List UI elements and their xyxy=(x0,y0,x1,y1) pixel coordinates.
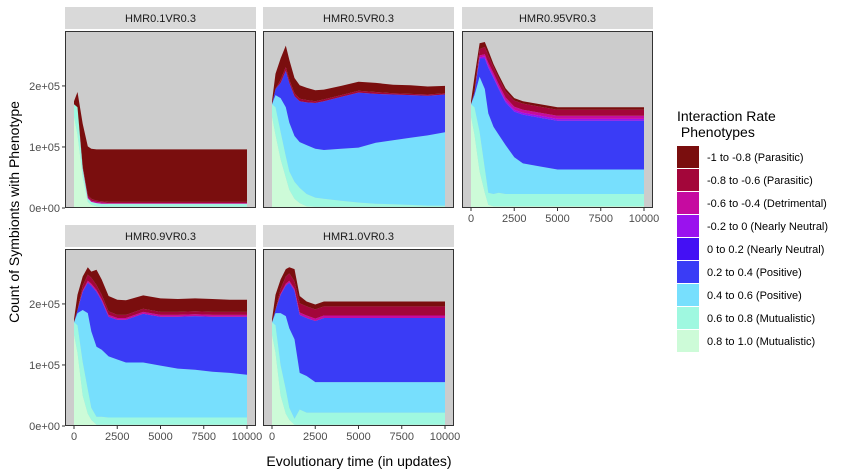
area-series xyxy=(272,273,445,323)
x-tick-label: 10000 xyxy=(430,431,461,443)
facet-title: HMR1.0VR0.3 xyxy=(323,231,394,243)
x-tick-label: 0 xyxy=(468,213,474,225)
x-tick-label: 7500 xyxy=(390,431,414,443)
x-tick-label: 0 xyxy=(269,431,275,443)
area-series xyxy=(74,280,247,323)
facet-panel: HMR1.0VR0.3 0 2500 5000 7500 10000 xyxy=(263,225,460,443)
legend-key xyxy=(677,307,699,329)
facet-strip xyxy=(263,7,454,29)
facet-panel: HMR0.9VR0.3 0 2500 5000 7500 10000 0e+00 1e+05 2… xyxy=(29,225,262,443)
area-series xyxy=(272,282,445,383)
area-series xyxy=(272,313,445,419)
y-tick-label: 1e+05 xyxy=(29,360,60,372)
facet-panel: HMR0.5VR0.3 xyxy=(263,7,454,208)
legend-item: -1 to -0.8 (Parasitic) xyxy=(677,146,804,168)
legend-label: 0.6 to 0.8 (Mutualistic) xyxy=(707,313,815,325)
y-tick-label: 0e+00 xyxy=(29,421,60,433)
legend-item: -0.8 to -0.6 (Parasitic) xyxy=(677,169,813,191)
x-tick-label: 2500 xyxy=(303,431,327,443)
area-series xyxy=(471,58,644,170)
x-tick-label: 5000 xyxy=(148,431,172,443)
facet-title: HMR0.1VR0.3 xyxy=(125,13,196,25)
y-tick-label: 2e+05 xyxy=(29,299,60,311)
y-tick-label: 0e+00 xyxy=(29,203,60,215)
area-series xyxy=(74,310,247,418)
area-series xyxy=(471,76,644,194)
legend-label: -0.6 to -0.4 (Detrimental) xyxy=(707,198,827,210)
x-axis-title: Evolutionary time (in updates) xyxy=(266,453,451,469)
area-series xyxy=(272,70,445,150)
area-series xyxy=(272,267,445,323)
area-series xyxy=(74,282,247,375)
legend-item: 0.8 to 1.0 (Mutualistic) xyxy=(677,330,815,352)
legend-label: 0.2 to 0.4 (Positive) xyxy=(707,267,802,279)
legend: Interaction Rate Phenotypes -1 to -0.8 (… xyxy=(677,108,828,352)
legend-item: 0 to 0.2 (Nearly Neutral) xyxy=(677,238,824,260)
facet-panel: HMR0.95VR0.3 0 2500 5000 7500 10000 xyxy=(462,7,659,225)
area-series xyxy=(74,274,247,323)
area-series xyxy=(74,92,247,202)
x-tick-label: 0 xyxy=(71,431,77,443)
facet-title: HMR0.9VR0.3 xyxy=(125,231,196,243)
panel-border xyxy=(462,31,653,208)
facet-panel: HMR0.1VR0.3 0e+00 1e+05 2e+05 xyxy=(29,7,256,215)
legend-item: 0.4 to 0.6 (Positive) xyxy=(677,284,802,306)
legend-item: -0.2 to 0 (Nearly Neutral) xyxy=(677,215,828,237)
legend-label: -0.2 to 0 (Nearly Neutral) xyxy=(707,221,828,233)
x-tick-label: 7500 xyxy=(192,431,216,443)
panel-border xyxy=(263,31,454,208)
area-series xyxy=(272,95,445,206)
x-tick-label: 2500 xyxy=(105,431,129,443)
facet-title: HMR0.95VR0.3 xyxy=(519,13,596,25)
legend-item: -0.6 to -0.4 (Detrimental) xyxy=(677,192,827,214)
area-series xyxy=(471,104,644,207)
legend-label: 0.4 to 0.6 (Positive) xyxy=(707,290,802,302)
legend-item: 0.2 to 0.4 (Positive) xyxy=(677,261,802,283)
legend-key xyxy=(677,238,699,260)
panel-border xyxy=(65,249,256,426)
y-tick-label: 2e+05 xyxy=(29,81,60,93)
legend-item: 0.6 to 0.8 (Mutualistic) xyxy=(677,307,815,329)
area-series xyxy=(74,267,247,323)
x-tick-label: 5000 xyxy=(346,431,370,443)
legend-label: 0.8 to 1.0 (Mutualistic) xyxy=(707,336,815,348)
legend-label: 0 to 0.2 (Nearly Neutral) xyxy=(707,244,824,256)
legend-key xyxy=(677,192,699,214)
facet-strip xyxy=(462,7,653,29)
panel-border xyxy=(263,249,454,426)
y-tick-label: 1e+05 xyxy=(29,142,60,154)
area-series xyxy=(272,116,445,208)
area-series xyxy=(74,322,247,425)
x-tick-label: 7500 xyxy=(589,213,613,225)
area-series xyxy=(272,45,445,105)
facet-panels: HMR0.1VR0.3 0e+00 1e+05 2e+05 HMR0.5VR0.3 HMR… xyxy=(29,7,659,443)
facet-strip xyxy=(65,225,256,247)
facet-strip xyxy=(65,7,256,29)
panel-border xyxy=(65,31,256,208)
x-tick-label: 10000 xyxy=(232,431,263,443)
legend-key xyxy=(677,261,699,283)
x-tick-label: 5000 xyxy=(545,213,569,225)
legend-label: -1 to -0.8 (Parasitic) xyxy=(707,152,804,164)
facet-strip xyxy=(263,225,454,247)
x-tick-label: 2500 xyxy=(502,213,526,225)
legend-key xyxy=(677,284,699,306)
legend-title-line1: Interaction Rate xyxy=(677,108,776,124)
y-axis-title: Count of Symbionts with Phenotype xyxy=(6,101,22,323)
legend-key xyxy=(677,330,699,352)
area-series xyxy=(272,322,445,425)
facet-title: HMR0.5VR0.3 xyxy=(323,13,394,25)
legend-key xyxy=(677,169,699,191)
legend-title-line2: Phenotypes xyxy=(677,124,755,140)
legend-key xyxy=(677,215,699,237)
legend-key xyxy=(677,146,699,168)
legend-label: -0.8 to -0.6 (Parasitic) xyxy=(707,175,813,187)
legend-keys: -1 to -0.8 (Parasitic) -0.8 to -0.6 (Para… xyxy=(677,146,828,352)
x-tick-label: 10000 xyxy=(629,213,660,225)
